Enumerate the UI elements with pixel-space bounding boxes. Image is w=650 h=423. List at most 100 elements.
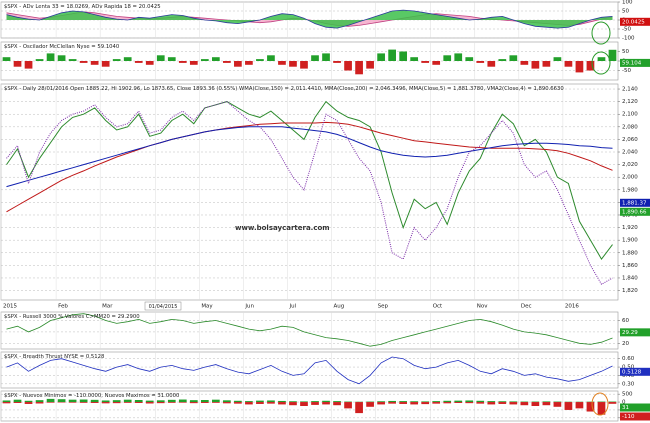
bar	[2, 57, 11, 61]
bar	[388, 400, 396, 403]
bar	[256, 400, 264, 403]
bar	[112, 402, 121, 404]
bar	[57, 55, 66, 61]
y-tick-label: 100	[622, 0, 633, 6]
bar	[267, 402, 275, 404]
bar	[410, 57, 419, 61]
bar	[245, 401, 253, 403]
bar	[399, 401, 408, 403]
line	[6, 101, 613, 285]
bar	[311, 401, 319, 403]
bar	[101, 61, 110, 67]
bar	[355, 61, 363, 75]
bar	[46, 53, 55, 61]
bar	[245, 402, 253, 405]
highlight-circle	[591, 392, 609, 416]
x-tick-label: Mar	[102, 304, 113, 310]
bar	[267, 400, 275, 403]
y-tick-label: 0	[622, 400, 626, 406]
y-tick-label: -50	[622, 27, 631, 33]
x-tick-label: Feb	[58, 304, 68, 310]
y-tick-label: 1,880	[622, 250, 638, 256]
value-tag-label: 20.0425	[622, 19, 645, 25]
bar	[432, 402, 441, 404]
bar	[509, 401, 518, 403]
bar	[123, 399, 132, 403]
bar	[311, 55, 319, 61]
bar	[234, 61, 242, 67]
bar	[344, 61, 352, 71]
bar	[35, 402, 44, 404]
bar	[101, 400, 110, 403]
x-tick-label: 2015	[3, 304, 17, 310]
bar	[377, 402, 385, 405]
bar	[333, 401, 341, 403]
bar	[344, 402, 352, 409]
value-tag-label: -110	[622, 414, 635, 420]
bar	[322, 400, 330, 403]
bar	[487, 401, 496, 403]
value-tag	[620, 17, 650, 26]
line	[6, 9, 613, 29]
y-tick-label: 1,860	[622, 263, 638, 269]
value-tag	[620, 328, 650, 337]
y-tick-label: 1,980	[622, 187, 638, 193]
bar	[476, 61, 485, 63]
highlight-circle	[591, 51, 611, 75]
x-tick-label: May	[201, 304, 213, 310]
bar	[553, 57, 562, 61]
y-tick-label: 20	[622, 341, 629, 347]
bar	[586, 61, 595, 71]
bar	[278, 400, 286, 403]
bar	[465, 400, 474, 403]
bar	[542, 61, 551, 67]
bar	[487, 402, 496, 405]
x-tick-label: 2016	[565, 304, 579, 310]
bar	[300, 61, 308, 69]
panel-title: $SPX - Nuevos Minimos = -110.0000, Nuevo…	[4, 393, 180, 399]
bar	[564, 402, 573, 410]
value-tag-label: 0.5128	[622, 369, 642, 375]
bar	[223, 400, 231, 403]
bar	[211, 399, 220, 403]
bar	[189, 402, 198, 404]
bar	[178, 61, 187, 63]
panel-frame	[0, 83, 619, 301]
bar	[542, 402, 551, 406]
bar	[145, 402, 154, 404]
x-tick-label: Jun	[244, 304, 254, 310]
bar	[123, 57, 132, 61]
bar	[432, 401, 441, 403]
value-tag-label: 59.104	[622, 60, 642, 66]
y-tick-label: 2,100	[622, 112, 638, 118]
bar	[311, 402, 319, 405]
bar	[223, 402, 231, 404]
bar	[178, 402, 187, 403]
value-tag-label: 29.29	[622, 330, 638, 336]
x-tick-label: Sep	[378, 304, 389, 310]
bar	[498, 59, 507, 61]
bar	[333, 402, 341, 406]
y-tick-label: 2,000	[622, 175, 638, 181]
bar	[90, 61, 99, 65]
y-tick-label: 0.60	[622, 356, 635, 362]
bar	[145, 400, 154, 403]
bar	[13, 399, 22, 403]
bar	[57, 399, 66, 403]
bar	[399, 51, 408, 61]
bar	[388, 402, 396, 404]
y-tick-label: 2,120	[622, 99, 638, 105]
y-tick-label: 2,080	[622, 124, 638, 130]
bar	[509, 402, 518, 405]
bar	[13, 61, 22, 67]
bar	[443, 402, 452, 404]
highlight-circle	[591, 21, 611, 45]
bar	[454, 400, 463, 403]
bar	[189, 61, 198, 65]
bar	[322, 53, 330, 61]
bar	[487, 61, 496, 67]
bar	[35, 400, 44, 403]
panel-title: $SPX - Daily 28/01/2016 Open 1885.22, Hi…	[4, 86, 564, 92]
line	[6, 313, 613, 347]
y-tick-label: 0.40	[622, 373, 635, 379]
